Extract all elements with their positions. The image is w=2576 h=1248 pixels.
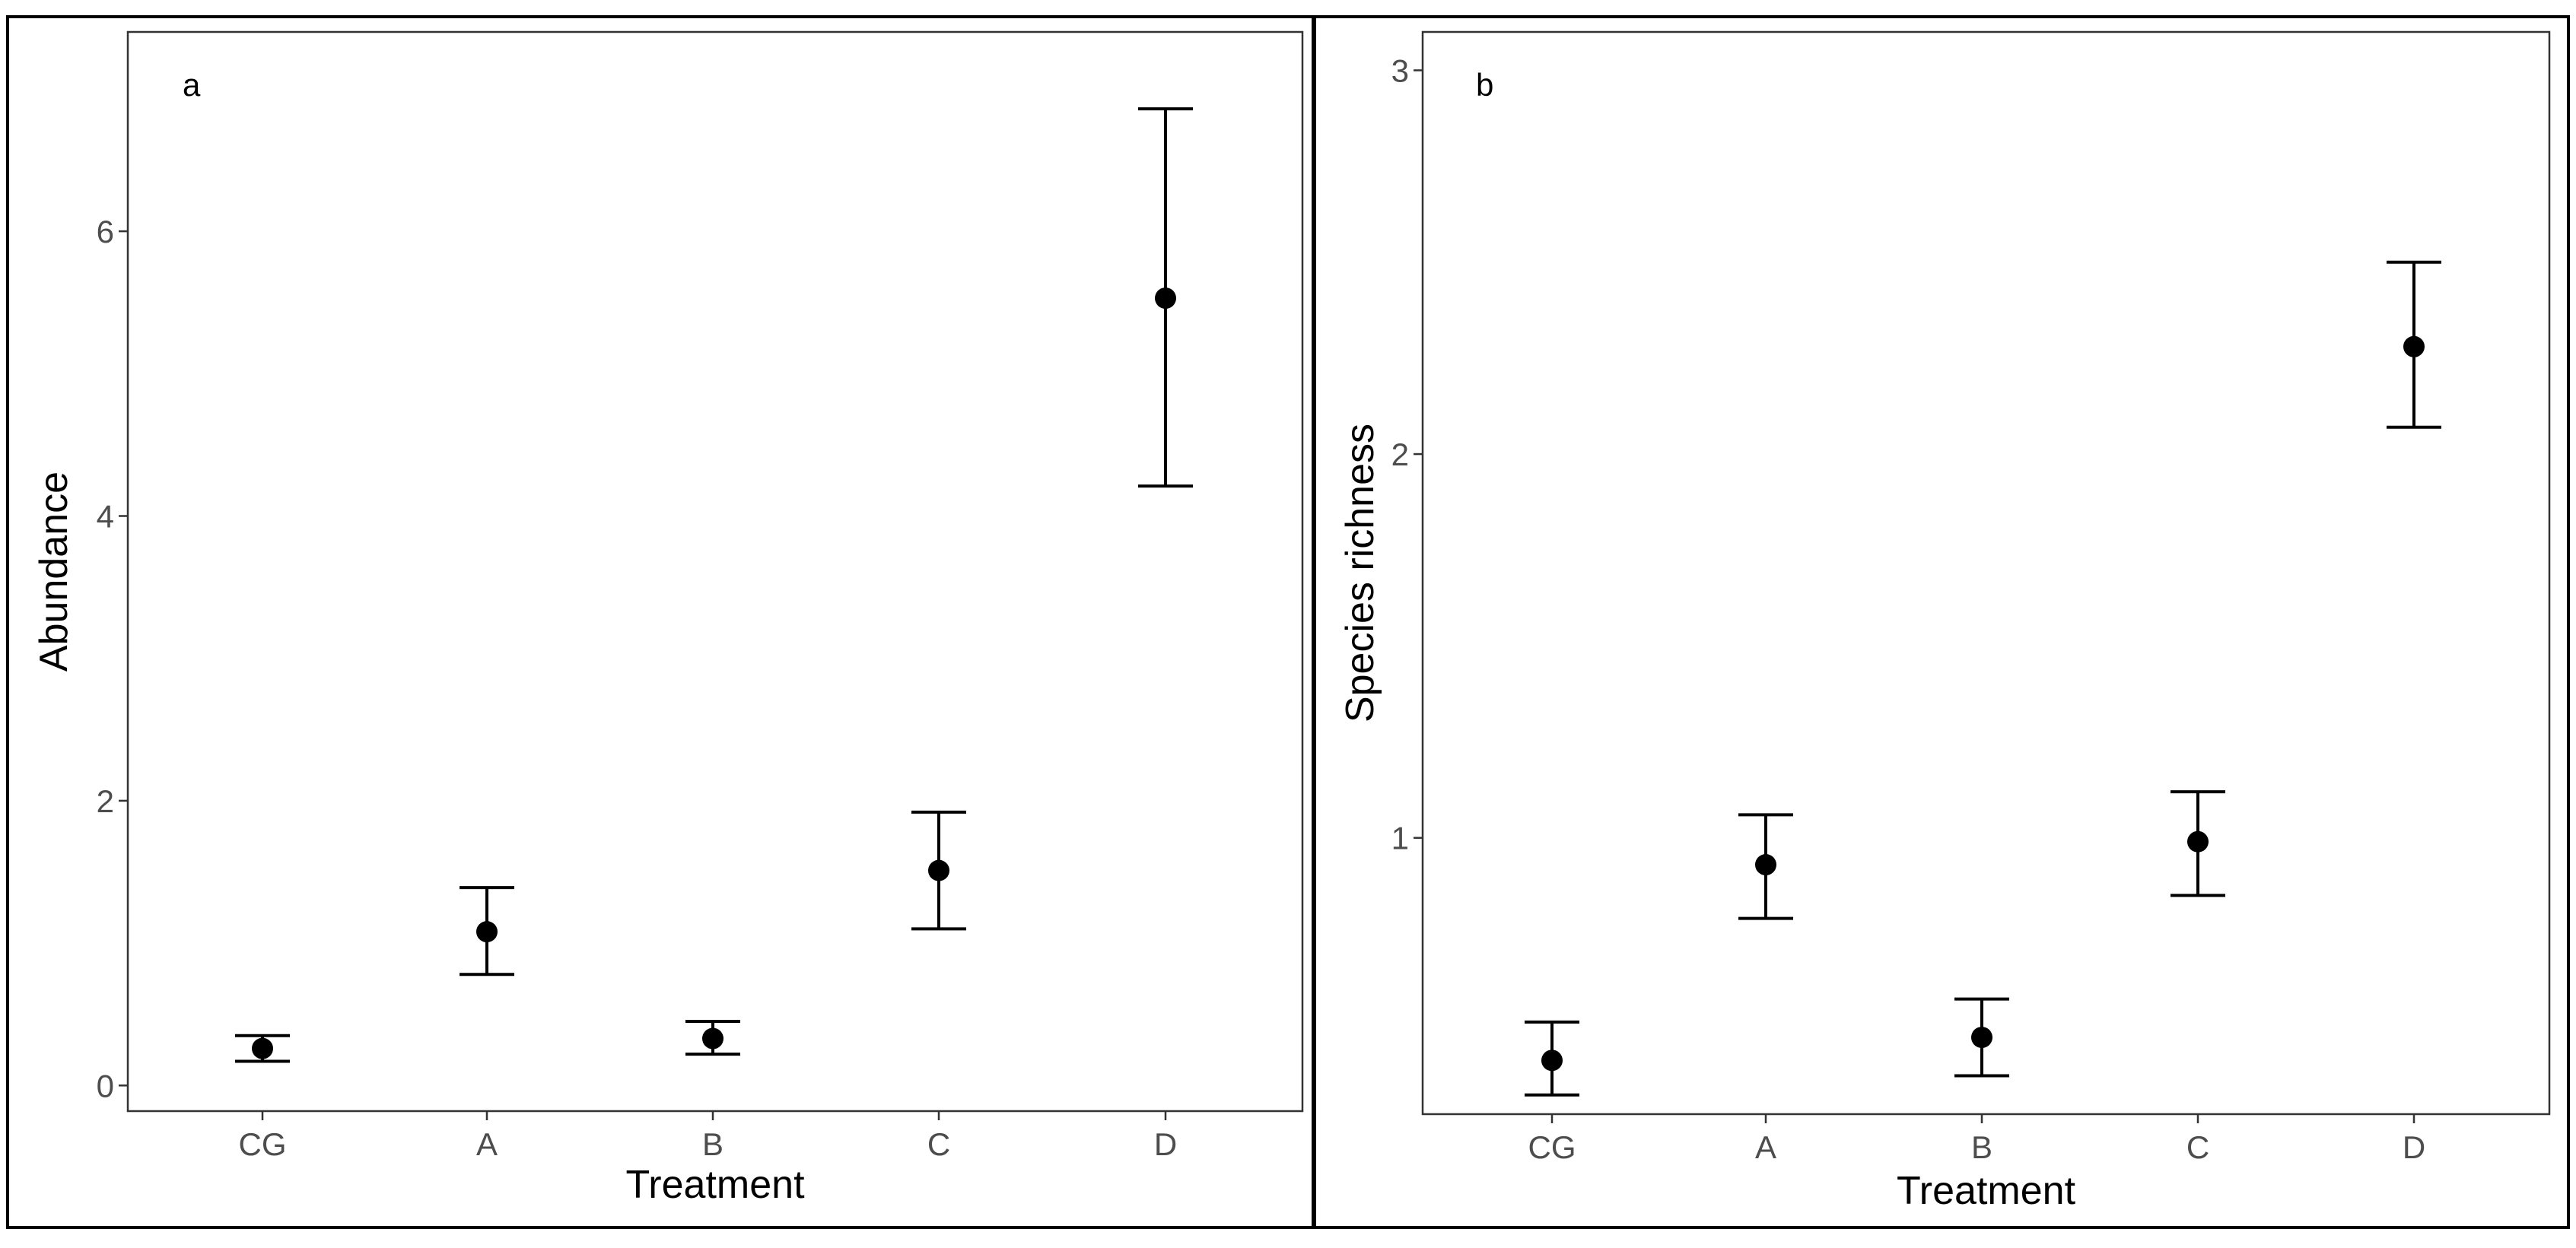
y-tick-label: 6 [97,214,114,249]
x-tick-label: CG [239,1126,287,1162]
data-point [2187,830,2209,853]
plot-border [1421,30,2551,1116]
x-tick-label: D [2403,1129,2425,1165]
panel-b-frame [1313,15,2570,1229]
x-tick-label: C [927,1126,950,1162]
data-point [1755,854,1776,876]
x-tick-label: B [702,1126,724,1162]
data-point [702,1027,724,1050]
data-point [928,859,949,881]
panel-letter: b [1476,67,1493,103]
y-tick-label: 3 [1391,52,1409,88]
data-point [1971,1027,1992,1049]
x-axis-title: Treatment [1897,1169,2076,1213]
x-tick-label: A [476,1126,498,1162]
data-point [2403,335,2425,357]
x-tick-label: A [1755,1129,1776,1165]
x-tick-label: C [2186,1129,2209,1165]
y-axis-title: Species richness [1338,424,1382,722]
data-point [476,921,498,943]
y-axis-title: Abundance [32,472,76,672]
panel-a: 0 2 4 6 CG A B C Da Treatment Abundance [32,30,1304,1207]
y-tick-label: 0 [97,1068,114,1104]
x-axis-title: Treatment [625,1163,805,1207]
data-point [1155,287,1176,310]
data-point [1541,1050,1563,1072]
plot-border [126,30,1304,1113]
x-tick-label: CG [1528,1129,1576,1165]
x-tick-label: D [1154,1126,1177,1162]
y-tick-label: 2 [97,783,114,819]
y-tick-label: 4 [97,498,114,534]
panel-b: 1 2 3 CG A B C Db Treatment Species richness [1338,30,2551,1213]
y-tick-label: 2 [1391,437,1409,472]
panel-letter: a [183,67,201,103]
x-tick-label: B [1971,1129,1992,1165]
y-tick-label: 1 [1391,821,1409,856]
data-point [252,1037,273,1059]
